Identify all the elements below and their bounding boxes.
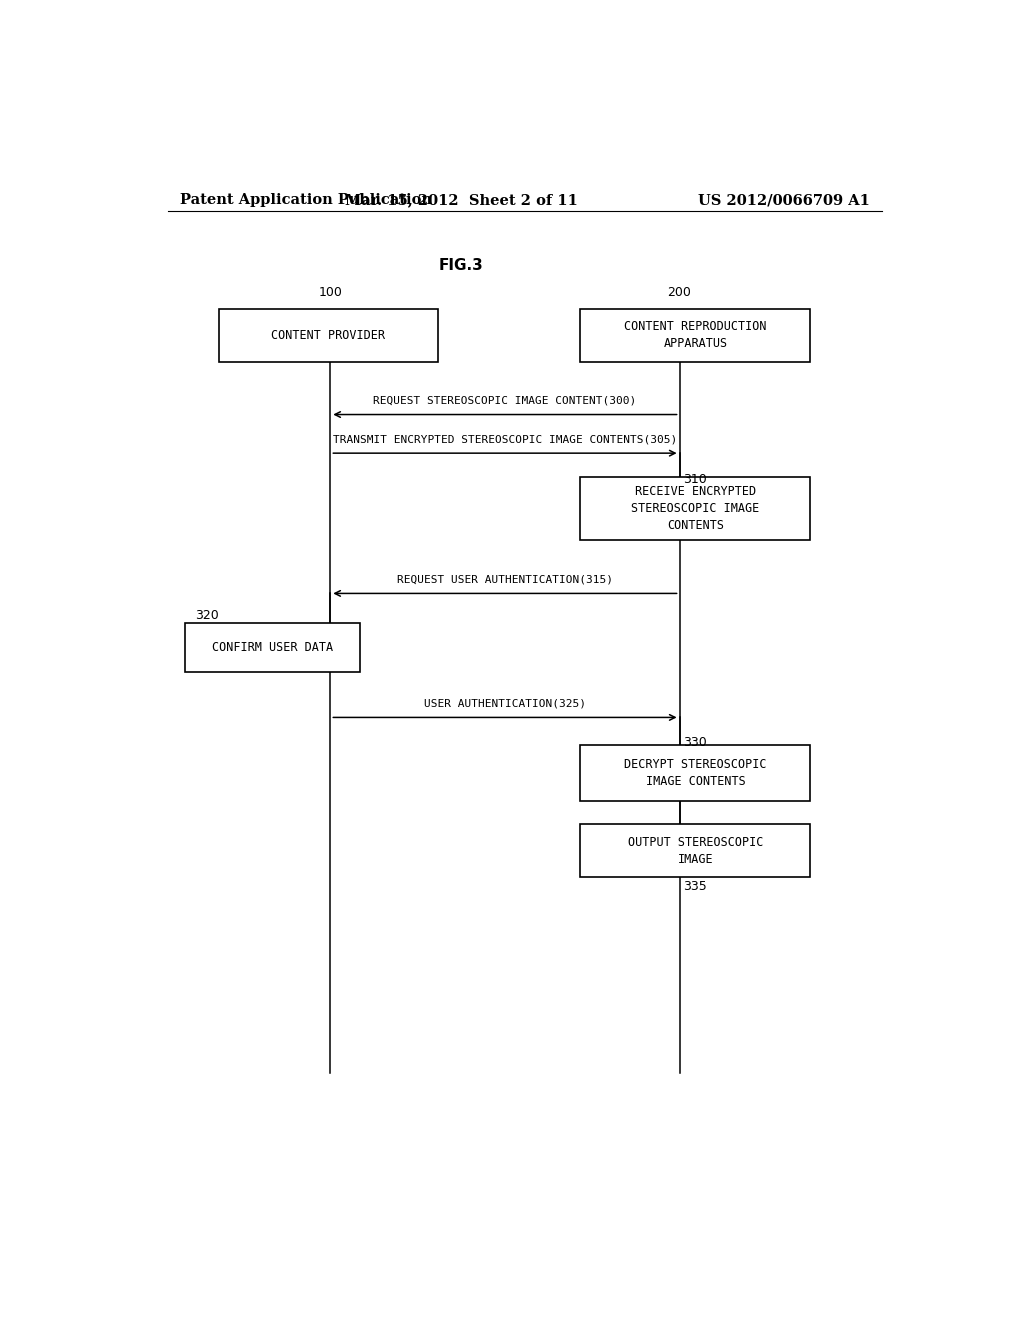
- Text: OUTPUT STEREOSCOPIC
IMAGE: OUTPUT STEREOSCOPIC IMAGE: [628, 836, 763, 866]
- Text: RECEIVE ENCRYPTED
STEREOSCOPIC IMAGE
CONTENTS: RECEIVE ENCRYPTED STEREOSCOPIC IMAGE CON…: [632, 484, 760, 532]
- Text: 330: 330: [684, 735, 708, 748]
- Text: FIG.3: FIG.3: [439, 257, 483, 273]
- Text: DECRYPT STEREOSCOPIC
IMAGE CONTENTS: DECRYPT STEREOSCOPIC IMAGE CONTENTS: [625, 758, 767, 788]
- Text: REQUEST STEREOSCOPIC IMAGE CONTENT(300): REQUEST STEREOSCOPIC IMAGE CONTENT(300): [374, 396, 637, 405]
- Text: 200: 200: [668, 285, 691, 298]
- Bar: [185, 623, 359, 672]
- Text: CONTENT PROVIDER: CONTENT PROVIDER: [271, 329, 385, 342]
- Text: Patent Application Publication: Patent Application Publication: [179, 193, 431, 207]
- Bar: [581, 309, 810, 362]
- Text: REQUEST USER AUTHENTICATION(315): REQUEST USER AUTHENTICATION(315): [397, 574, 613, 585]
- Bar: [581, 744, 810, 801]
- Text: USER AUTHENTICATION(325): USER AUTHENTICATION(325): [424, 698, 586, 709]
- Text: 335: 335: [684, 880, 708, 894]
- Text: Mar. 15, 2012  Sheet 2 of 11: Mar. 15, 2012 Sheet 2 of 11: [345, 193, 578, 207]
- Text: US 2012/0066709 A1: US 2012/0066709 A1: [698, 193, 870, 207]
- Bar: [581, 824, 810, 876]
- Text: 100: 100: [318, 285, 342, 298]
- Text: 320: 320: [196, 609, 219, 622]
- Bar: [581, 477, 810, 540]
- Text: TRANSMIT ENCRYPTED STEREOSCOPIC IMAGE CONTENTS(305): TRANSMIT ENCRYPTED STEREOSCOPIC IMAGE CO…: [333, 434, 677, 444]
- Text: CONFIRM USER DATA: CONFIRM USER DATA: [212, 640, 333, 653]
- Text: 310: 310: [684, 474, 708, 487]
- Bar: [219, 309, 437, 362]
- Text: CONTENT REPRODUCTION
APPARATUS: CONTENT REPRODUCTION APPARATUS: [625, 321, 767, 350]
